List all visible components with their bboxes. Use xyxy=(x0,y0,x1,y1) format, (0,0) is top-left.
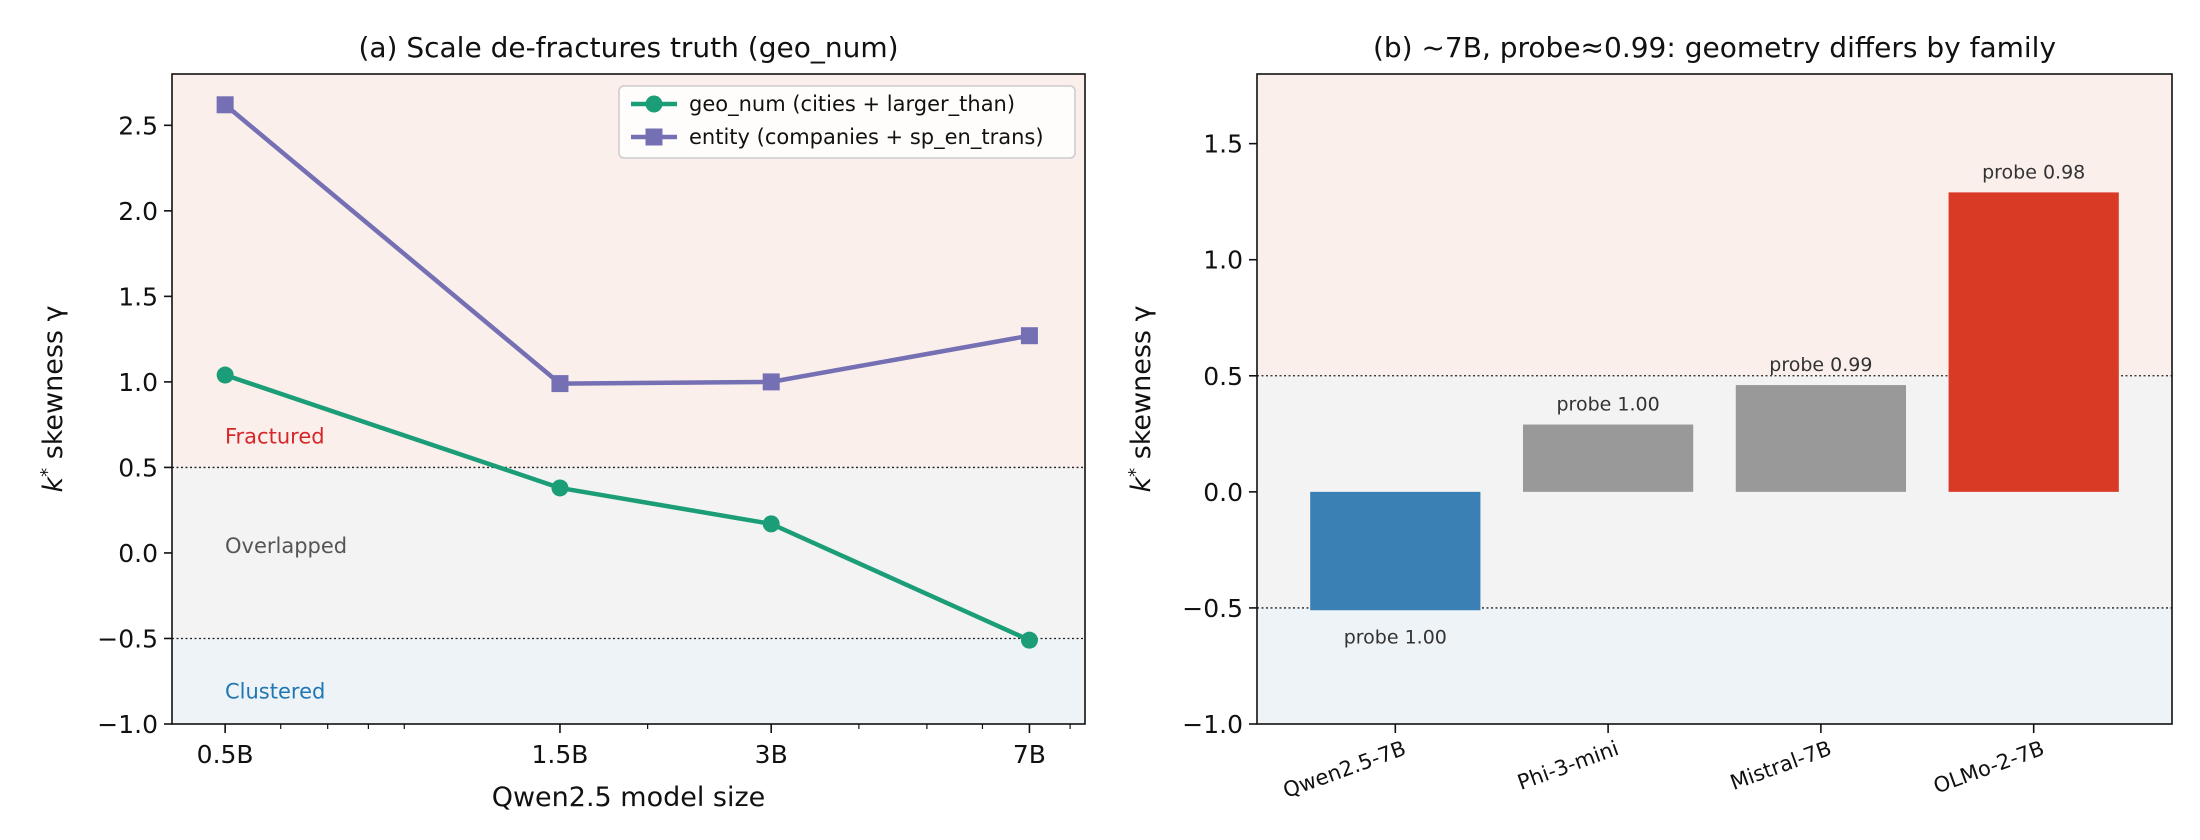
panel-a-y-tick-label-1: −0.5 xyxy=(97,624,158,653)
panel-b-bar-label-0: probe 1.00 xyxy=(1344,626,1447,648)
panel-a-x-tick-label-0: 0.5B xyxy=(197,740,254,769)
panel-a-y-axis: −1.0 −0.5 0.0 0.5 1.0 1.5 2.0 2.5 xyxy=(97,111,172,739)
panel-b-x-tick-label-1: Phi-3-mini xyxy=(1514,736,1622,795)
panel-a-x-axis: 0.5B 1.5B 3B 7B xyxy=(197,724,1071,769)
panel-b-y-tick-label-5: 1.5 xyxy=(1203,130,1243,159)
panel-a-x-label: Qwen2.5 model size xyxy=(492,782,766,813)
panel-b-y-label: k* skewness γ xyxy=(1125,305,1157,492)
panel-a-region-1 xyxy=(172,467,1085,639)
panel-a-y-tick-label-5: 1.5 xyxy=(118,282,158,311)
panel-b-x-tick-label-3: OLMo-2-7B xyxy=(1930,736,2047,798)
panel-a-y-label-k: k xyxy=(38,476,69,493)
panel-b-y-axis: −1.0 −0.5 0.0 0.5 1.0 1.5 xyxy=(1182,130,1257,739)
panel-b-y-tick-label-2: 0.0 xyxy=(1203,478,1243,507)
legend-label-0: geo_num (cities + larger_than) xyxy=(689,92,1015,117)
panel-b-frame xyxy=(1256,73,2173,725)
panel-b-bar-label-2: probe 0.99 xyxy=(1769,354,1872,376)
panel-b-region-2 xyxy=(1257,607,2172,724)
panel-b-bar-chart: probe 1.00 probe 1.00 probe 0.99 probe 0.98… xyxy=(1125,31,2173,803)
panel-a-point-1-2 xyxy=(762,373,780,391)
panel-a-regions xyxy=(172,74,1085,724)
panel-a-point-1-3 xyxy=(1020,327,1038,345)
panel-a-point-0-2 xyxy=(762,515,780,533)
panel-a-frame xyxy=(171,73,1086,725)
panel-a-y-tick-label-3: 0.5 xyxy=(118,453,158,482)
panel-a-point-1-0 xyxy=(216,96,234,114)
panel-a-point-1-1 xyxy=(551,375,569,393)
panel-b-y-tick-label-0: −1.0 xyxy=(1182,710,1243,739)
panel-a-region-labels: Fractured Overlapped Clustered xyxy=(225,425,347,704)
panel-a-x-tick-label-2: 3B xyxy=(755,740,788,769)
panel-a-legend: geo_num (cities + larger_than)entity (co… xyxy=(618,85,1076,159)
panel-a-line-chart: Fractured Overlapped Clustered −1.0 −0.5 0.0… xyxy=(37,31,1086,813)
panel-a-region-label-0: Fractured xyxy=(225,425,325,449)
panel-b-bars: probe 1.00 probe 1.00 probe 0.99 probe 0.98 xyxy=(1310,161,2119,648)
panel-a-thresholds xyxy=(172,466,1085,640)
panel-b-y-label-star: * xyxy=(1125,468,1146,477)
panel-b-y-label-k: k xyxy=(1126,476,1157,493)
panel-b-x-tick-label-0: Qwen2.5-7B xyxy=(1280,736,1409,803)
panel-b-x-axis: Qwen2.5-7B Phi-3-mini Mistral-7B OLMo-2-7B xyxy=(1280,724,2047,803)
panel-a-region-label-2: Clustered xyxy=(225,680,325,704)
panel-a-x-tick-label-1: 1.5B xyxy=(531,740,588,769)
panel-b-bar-0 xyxy=(1310,491,1481,611)
panel-b-y-label-rest: skewness γ xyxy=(1126,305,1157,467)
panel-a-x-tick-label-3: 7B xyxy=(1013,740,1046,769)
panel-b-bar-label-1: probe 1.00 xyxy=(1557,394,1660,416)
panel-b-bar-2 xyxy=(1735,385,1907,492)
panel-a-series xyxy=(216,96,1038,649)
panel-b-bar-label-3: probe 0.98 xyxy=(1982,161,2085,183)
panel-b-bar-1 xyxy=(1522,424,1694,492)
panel-a-y-tick-label-6: 2.0 xyxy=(118,197,158,226)
panel-a-point-0-0 xyxy=(216,366,234,384)
panel-b-title: (b) ~7B, probe≈0.99: geometry differs by… xyxy=(1373,31,2056,64)
panel-a-point-0-1 xyxy=(551,479,569,497)
legend-marker-1 xyxy=(645,128,663,146)
panel-a-y-tick-label-0: −1.0 xyxy=(97,710,158,739)
panel-b-x-tick-label-2: Mistral-7B xyxy=(1727,736,1835,795)
panel-a-series-line-1 xyxy=(223,103,1030,386)
panel-a-y-tick-label-2: 0.0 xyxy=(118,539,158,568)
panel-a-series-line-0 xyxy=(224,372,1031,643)
legend-marker-0 xyxy=(645,95,663,113)
panel-a-y-label: k* skewness γ xyxy=(37,305,69,492)
panel-a-point-0-3 xyxy=(1020,631,1038,649)
legend-box xyxy=(618,85,1076,159)
panel-b-y-tick-label-4: 1.0 xyxy=(1203,246,1243,275)
panel-a-y-tick-label-7: 2.5 xyxy=(118,111,158,140)
panel-a-region-label-1: Overlapped xyxy=(225,534,347,558)
panel-b-bar-3 xyxy=(1948,192,2119,492)
panel-b-y-tick-label-1: −0.5 xyxy=(1182,594,1243,623)
panel-b-y-tick-label-3: 0.5 xyxy=(1203,362,1243,391)
panel-a-region-2 xyxy=(172,638,1085,724)
panel-a-y-tick-label-4: 1.0 xyxy=(118,368,158,397)
legend-label-1: entity (companies + sp_en_trans) xyxy=(689,125,1044,150)
panel-a-title: (a) Scale de-fractures truth (geo_num) xyxy=(358,31,898,64)
panel-a-y-label-rest: skewness γ xyxy=(38,305,69,467)
panel-a-y-label-star: * xyxy=(37,468,58,477)
